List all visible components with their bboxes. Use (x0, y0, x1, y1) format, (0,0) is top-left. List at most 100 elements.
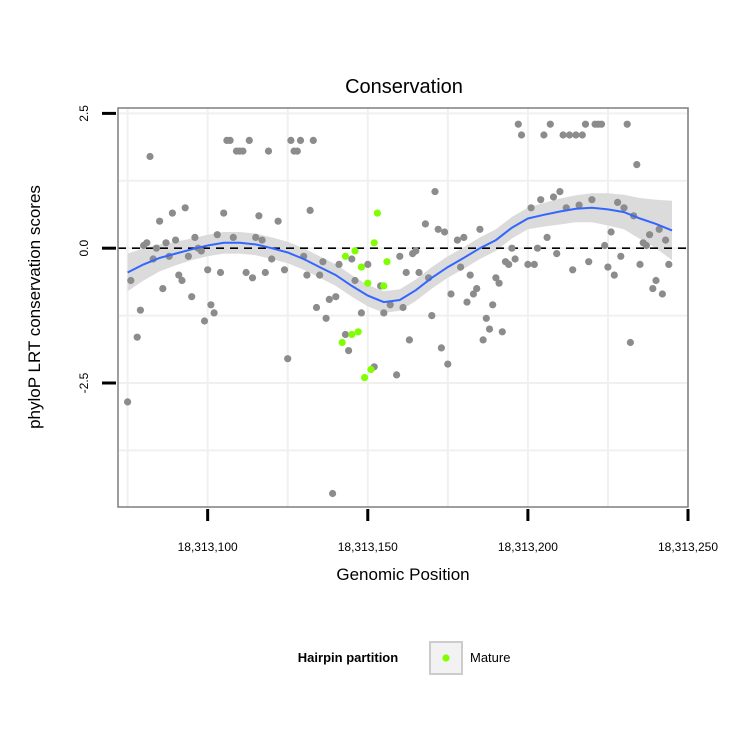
data-point (312, 303, 321, 312)
data-point (303, 271, 311, 279)
x-tick-label: 18,313,250 (658, 540, 718, 554)
data-point (626, 338, 635, 347)
data-point (143, 239, 151, 247)
data-point (248, 274, 257, 282)
data-point (597, 120, 606, 128)
data-point (239, 147, 247, 155)
data-point (200, 317, 209, 325)
data-point (421, 220, 429, 228)
data-point (178, 276, 186, 285)
data-point (146, 152, 154, 161)
data-point (556, 188, 564, 196)
data-point (428, 312, 436, 320)
data-point (460, 233, 468, 241)
data-point (396, 252, 404, 260)
data-point (553, 250, 561, 258)
data-point (665, 260, 673, 268)
data-point (646, 231, 654, 239)
data-point (229, 233, 237, 241)
data-point (284, 355, 292, 363)
data-point-mature (370, 239, 378, 247)
data-point (255, 212, 263, 220)
data-point (268, 255, 276, 263)
data-point (335, 260, 343, 268)
data-point (386, 301, 394, 309)
plot-area (117, 107, 689, 508)
data-point (184, 252, 192, 260)
y-tick-label: 0.0 (77, 240, 91, 257)
legend-key-mature-marker (442, 654, 450, 662)
data-point (482, 314, 490, 322)
data-point (453, 236, 461, 244)
data-point (309, 136, 317, 144)
data-point (479, 336, 487, 344)
data-point (581, 120, 590, 128)
data-point (543, 233, 551, 241)
data-point (655, 225, 663, 233)
data-point-mature (367, 365, 375, 374)
data-point (662, 236, 670, 244)
data-point (614, 198, 622, 206)
data-point (210, 309, 218, 317)
data-point (530, 260, 538, 268)
data-point (412, 247, 420, 255)
data-point-mature (373, 209, 381, 217)
data-point (159, 285, 167, 293)
data-point (204, 266, 212, 274)
data-point (623, 120, 631, 128)
data-point (642, 241, 651, 250)
data-point-mature (361, 374, 369, 382)
data-point-mature (351, 247, 359, 255)
data-point (620, 204, 628, 212)
data-point (476, 225, 484, 233)
data-point (399, 303, 407, 312)
x-tick-label: 18,313,150 (338, 540, 398, 554)
data-point (495, 279, 503, 287)
data-point (540, 131, 548, 139)
x-tick-label: 18,313,100 (178, 540, 238, 554)
data-point (156, 217, 164, 225)
data-point (492, 274, 500, 282)
data-point (402, 268, 410, 277)
data-point (162, 239, 170, 247)
data-point (489, 301, 497, 309)
data-point (636, 260, 644, 268)
data-point (434, 225, 442, 233)
data-point (437, 344, 445, 352)
data-point (168, 209, 176, 217)
data-point (216, 268, 225, 277)
data-point (364, 260, 372, 268)
x-tick-label: 18,313,200 (498, 540, 558, 554)
data-point (585, 258, 593, 266)
data-point (325, 295, 333, 303)
data-point (220, 209, 228, 217)
data-point (514, 120, 522, 128)
data-point (191, 233, 199, 241)
panel-border (117, 107, 689, 508)
y-tick-label: -2.5 (77, 372, 91, 393)
data-point-mature (364, 279, 372, 287)
data-point (226, 136, 234, 144)
y-tick-label: 2.5 (77, 105, 91, 122)
data-point (447, 290, 455, 298)
data-point (124, 398, 132, 406)
data-point (604, 263, 612, 271)
data-point (213, 231, 221, 239)
data-point (473, 285, 481, 293)
data-point (633, 161, 641, 169)
data-point (348, 255, 356, 263)
data-point (261, 268, 269, 277)
data-point (658, 290, 667, 298)
data-point (329, 489, 337, 498)
data-point (469, 290, 477, 298)
data-point (444, 360, 452, 368)
data-point (245, 136, 253, 144)
data-point (133, 333, 141, 341)
data-point (316, 271, 324, 279)
legend-title: Hairpin partition (298, 650, 398, 665)
data-point (505, 260, 513, 268)
data-point (127, 276, 135, 285)
data-point (546, 120, 554, 128)
data-point-mature (341, 252, 349, 260)
